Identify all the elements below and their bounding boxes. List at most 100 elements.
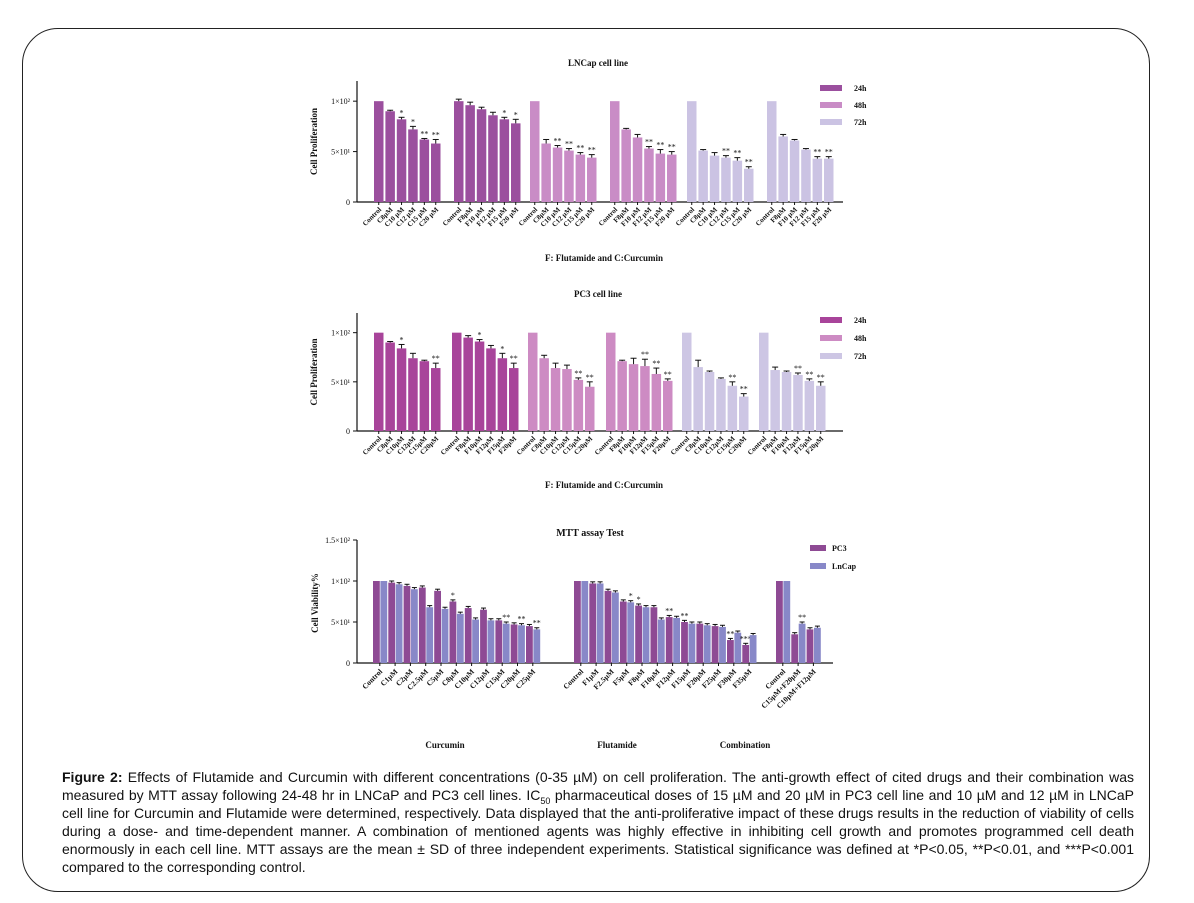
bar-lncap-6 <box>673 617 680 663</box>
legend-label: 72h <box>854 118 867 127</box>
bar-lncap-11 <box>749 635 757 663</box>
bar-lncap-2 <box>411 589 418 663</box>
bar-48h-3 <box>562 369 572 431</box>
bar-lncap-5 <box>657 619 665 663</box>
bar-lncap-1 <box>798 623 806 663</box>
bar-lncap-0 <box>783 581 791 663</box>
bar-48h-5 <box>667 154 677 202</box>
bar-pc3-5 <box>449 601 457 663</box>
chart-title: LNCap cell line <box>568 58 628 68</box>
significance-mark: ** <box>681 611 689 620</box>
significance-mark: ** <box>794 364 802 373</box>
bar-pc3-0 <box>373 581 380 663</box>
bar-72h-2 <box>709 155 720 202</box>
y-tick-label: 5×10¹ <box>331 618 351 627</box>
chart-title: PC3 cell line <box>574 289 622 299</box>
significance-mark: ** <box>565 140 573 149</box>
bar-72h-5 <box>744 168 754 202</box>
bar-pc3-5 <box>650 607 658 663</box>
chart-title: MTT assay Test <box>556 528 624 539</box>
bar-72h-3 <box>793 374 803 431</box>
significance-mark: ** <box>726 629 734 638</box>
significance-mark: * <box>400 108 404 117</box>
bar-pc3-8 <box>696 623 704 663</box>
bar-lncap-7 <box>487 620 495 663</box>
bar-pc3-8 <box>495 620 503 663</box>
bar-pc3-3 <box>418 587 426 663</box>
bar-24h-5 <box>511 123 521 202</box>
y-tick-label: 1×10² <box>331 97 351 106</box>
y-tick-label: 0 <box>346 659 350 668</box>
significance-mark: ** <box>641 350 649 359</box>
significance-mark: ** <box>656 141 664 150</box>
bar-24h-5 <box>509 368 519 431</box>
bar-48h-3 <box>640 366 650 431</box>
x-axis-label: F: Flutamide and C:Curcumin <box>545 253 663 263</box>
bar-72h-3 <box>801 149 811 202</box>
figure-frame <box>22 28 1150 892</box>
bar-72h-2 <box>781 372 792 431</box>
bar-72h-0 <box>687 101 697 202</box>
bar-48h-0 <box>606 332 616 431</box>
bar-72h-4 <box>732 160 743 202</box>
bar-pc3-4 <box>635 605 642 663</box>
significance-mark: * <box>502 108 506 117</box>
significance-mark: * <box>629 592 633 601</box>
bar-72h-2 <box>704 372 715 431</box>
bar-24h-4 <box>419 361 430 431</box>
bar-72h-2 <box>789 140 800 202</box>
caption-label: Figure 2: <box>62 769 123 785</box>
significance-mark: * <box>451 591 455 600</box>
legend-swatch-24h <box>820 85 842 91</box>
legend-swatch-24h <box>820 317 842 323</box>
significance-mark: * <box>637 595 641 604</box>
bar-lncap-10 <box>734 632 742 663</box>
bar-24h-0 <box>374 332 384 431</box>
bar-72h-4 <box>727 385 738 431</box>
y-axis-label: Cell Viability% <box>310 573 320 633</box>
bar-48h-0 <box>530 101 540 202</box>
bar-72h-5 <box>816 385 826 431</box>
significance-mark: ** <box>510 354 518 363</box>
bar-pc3-4 <box>434 590 441 663</box>
bar-pc3-6 <box>665 617 673 663</box>
caption-ic-sub: 50 <box>540 795 551 806</box>
bar-lncap-4 <box>642 607 650 663</box>
significance-mark: * <box>514 110 518 119</box>
significance-mark: ** <box>798 613 806 622</box>
legend-swatch-PC3 <box>810 545 826 551</box>
legend-label: 48h <box>854 101 867 110</box>
y-axis-label: Cell Proliferation <box>309 108 319 175</box>
bar-lncap-7 <box>688 623 696 663</box>
bar-lncap-4 <box>441 608 449 663</box>
legend-label: 24h <box>854 316 867 325</box>
bar-48h-5 <box>585 386 595 431</box>
legend-swatch-48h <box>820 102 842 108</box>
significance-mark: ** <box>576 144 584 153</box>
bar-48h-2 <box>552 147 563 202</box>
bar-pc3-10 <box>727 640 734 663</box>
legend-label: 48h <box>854 334 867 343</box>
bar-72h-1 <box>770 370 780 431</box>
bar-lncap-8 <box>502 623 510 663</box>
bar-48h-1 <box>541 143 551 202</box>
bar-48h-0 <box>610 101 620 202</box>
legend-swatch-LnCap <box>810 563 826 569</box>
y-tick-label: 0 <box>346 198 350 207</box>
bar-lncap-10 <box>533 629 541 663</box>
bar-48h-5 <box>587 157 597 202</box>
bar-24h-0 <box>454 101 464 202</box>
significance-mark: ** <box>432 130 440 139</box>
bar-72h-1 <box>693 367 703 431</box>
bar-lncap-0 <box>380 581 388 663</box>
bar-lncap-6 <box>472 619 479 663</box>
bar-lncap-2 <box>612 592 619 663</box>
bar-pc3-0 <box>776 581 783 663</box>
legend-label: PC3 <box>832 544 847 553</box>
significance-mark: ** <box>805 370 813 379</box>
bar-24h-1 <box>385 342 395 431</box>
significance-mark: ** <box>665 606 673 615</box>
bar-24h-5 <box>431 368 441 431</box>
bar-72h-3 <box>716 378 726 431</box>
bar-24h-1 <box>385 111 395 202</box>
